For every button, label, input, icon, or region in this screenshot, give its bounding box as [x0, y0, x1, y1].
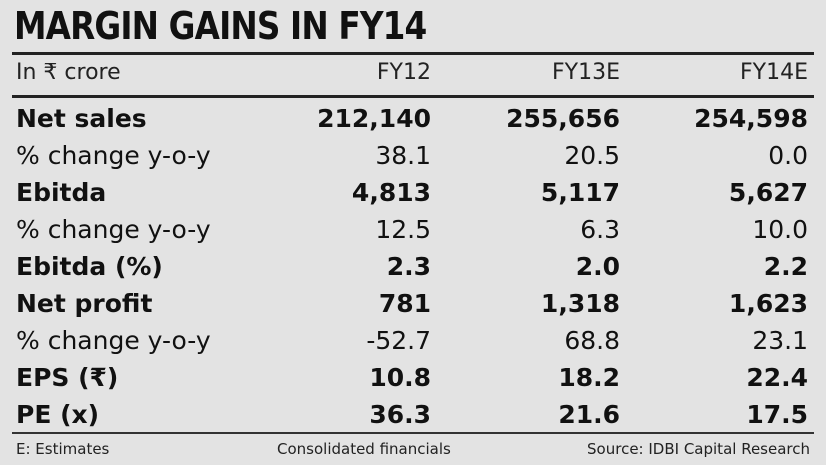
header-row: In ₹ crore FY12 FY13E FY14E [0, 58, 826, 94]
bottom-rule [12, 432, 814, 434]
top-rule [12, 52, 814, 55]
cell-value: 5,627 [728, 178, 808, 207]
table-row: EPS (₹) 10.8 18.2 22.4 [0, 359, 826, 396]
table-row: Net profit 781 1,318 1,623 [0, 285, 826, 322]
cell-value: 0.0 [768, 141, 808, 170]
cell-value: 2.0 [575, 252, 620, 281]
cell-value: 38.1 [375, 141, 431, 170]
table-row: Ebitda 4,813 5,117 5,627 [0, 174, 826, 211]
row-label: % change y-o-y [16, 215, 211, 244]
row-label: % change y-o-y [16, 326, 211, 355]
cell-value: 6.3 [580, 215, 620, 244]
cell-value: 23.1 [752, 326, 808, 355]
cell-value: 18.2 [558, 363, 620, 392]
row-label: % change y-o-y [16, 141, 211, 170]
cell-value: 2.3 [386, 252, 431, 281]
cell-value: 781 [378, 289, 431, 318]
table-row: Net sales 212,140 255,656 254,598 [0, 100, 826, 137]
cell-value: 212,140 [317, 104, 431, 133]
cell-value: 2.2 [763, 252, 808, 281]
row-label: EPS (₹) [16, 363, 119, 392]
row-label: PE (x) [16, 400, 100, 429]
cell-value: 4,813 [351, 178, 431, 207]
cell-value: 1,318 [540, 289, 620, 318]
cell-value: 10.8 [369, 363, 431, 392]
cell-value: 21.6 [558, 400, 620, 429]
cell-value: 22.4 [746, 363, 808, 392]
chart-title: MARGIN GAINS IN FY14 [14, 4, 427, 48]
column-header-2: FY13E [552, 60, 620, 85]
cell-value: 17.5 [746, 400, 808, 429]
column-header-3: FY14E [740, 60, 808, 85]
column-header-1: FY12 [376, 60, 431, 85]
footer-source: Source: IDBI Capital Research [587, 440, 810, 458]
header-rule [12, 95, 814, 98]
cell-value: 10.0 [752, 215, 808, 244]
row-label: Ebitda (%) [16, 252, 163, 281]
footer-note: E: Estimates [16, 440, 110, 458]
cell-value: -52.7 [366, 326, 431, 355]
cell-value: 254,598 [694, 104, 808, 133]
footer-basis: Consolidated financials [277, 440, 451, 458]
row-label: Net sales [16, 104, 147, 133]
table-row: Ebitda (%) 2.3 2.0 2.2 [0, 248, 826, 285]
table-row: % change y-o-y 38.1 20.5 0.0 [0, 137, 826, 174]
cell-value: 20.5 [564, 141, 620, 170]
table-row: PE (x) 36.3 21.6 17.5 [0, 396, 826, 433]
row-label: Net profit [16, 289, 153, 318]
table-row: % change y-o-y -52.7 68.8 23.1 [0, 322, 826, 359]
cell-value: 12.5 [375, 215, 431, 244]
cell-value: 255,656 [506, 104, 620, 133]
footer: E: Estimates Consolidated financials Sou… [0, 438, 826, 462]
row-label: Ebitda [16, 178, 107, 207]
table-row: % change y-o-y 12.5 6.3 10.0 [0, 211, 826, 248]
cell-value: 1,623 [728, 289, 808, 318]
unit-label: In ₹ crore [16, 60, 121, 85]
cell-value: 36.3 [369, 400, 431, 429]
cell-value: 5,117 [540, 178, 620, 207]
cell-value: 68.8 [564, 326, 620, 355]
